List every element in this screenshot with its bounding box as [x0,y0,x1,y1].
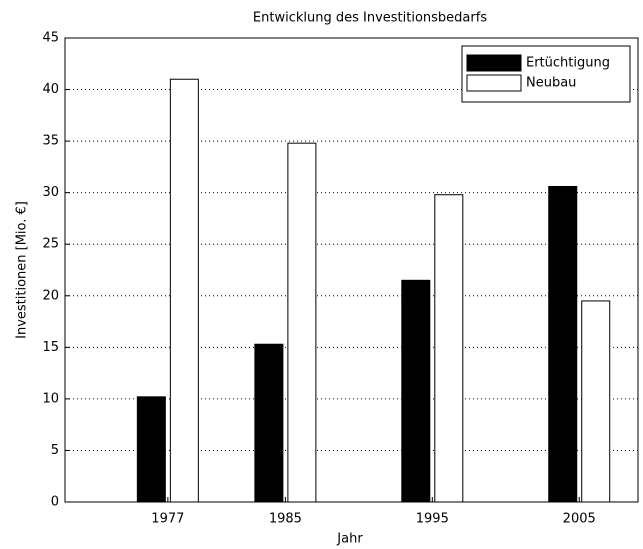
x-tick-label: 2005 [563,512,596,527]
x-tick-label: 1995 [416,512,449,527]
y-tick-label: 5 [51,443,59,458]
x-axis-label: Jahr [336,532,363,547]
bar [136,396,166,503]
legend-swatch [466,74,522,92]
chart-title: Entwicklung des Investitionsbedarfs [253,11,487,26]
legend-swatch [466,54,522,72]
plot-frame [64,37,639,503]
bar [169,78,199,503]
legend-box [461,45,631,103]
y-tick-label: 45 [42,31,59,46]
legend-label: Ertüchtigung [526,56,610,71]
bar [434,194,464,503]
bar [401,279,431,503]
y-tick-label: 20 [42,288,59,303]
y-tick-label: 0 [51,495,59,510]
bar [287,142,317,503]
bar [548,185,578,503]
x-tick-label: 1985 [269,512,302,527]
bar [254,343,284,503]
y-tick-label: 25 [42,237,59,252]
legend-label: Neubau [526,76,576,91]
y-tick-label: 30 [42,185,59,200]
y-tick-label: 10 [42,391,59,406]
y-tick-label: 15 [42,340,59,355]
x-tick-label: 1977 [151,512,184,527]
y-tick-label: 40 [42,82,59,97]
bar [581,300,611,503]
y-tick-label: 35 [42,134,59,149]
y-axis-label: Investitionen [Mio. €] [15,201,30,339]
